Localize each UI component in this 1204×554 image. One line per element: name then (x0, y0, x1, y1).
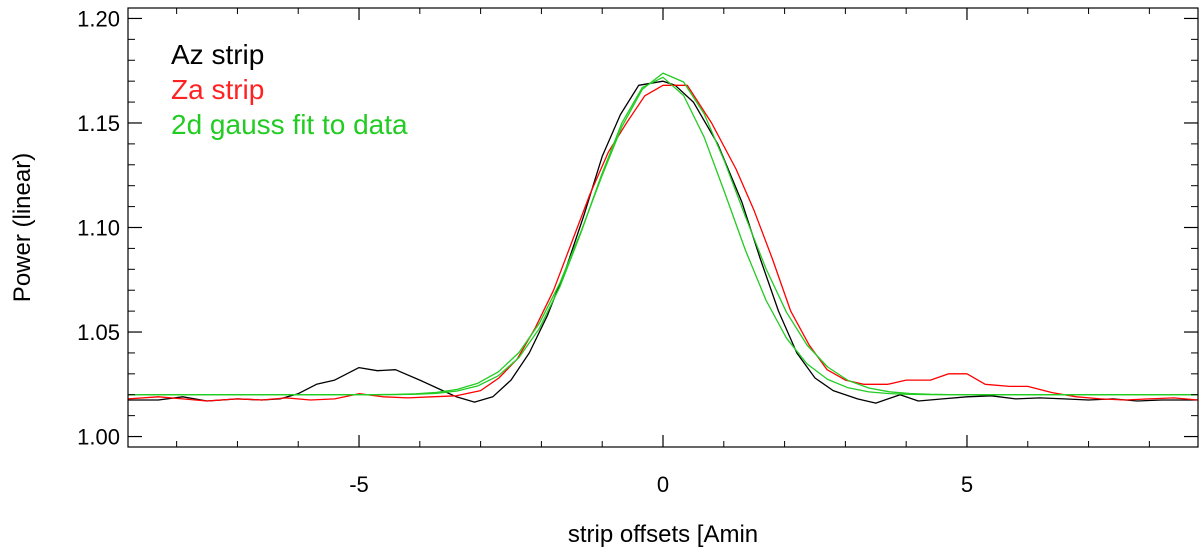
legend-item-za-strip: Za strip (171, 74, 264, 105)
y-tick-label: 1.00 (77, 425, 120, 450)
ticks-layer: -5 0 5 1.00 1.05 1.10 1.15 1.20 (77, 6, 1198, 497)
legend: Az strip Za strip 2d gauss fit to data (171, 39, 408, 140)
legend-item-gauss-fit: 2d gauss fit to data (171, 109, 408, 140)
x-tick-label: 5 (961, 472, 973, 497)
legend-item-az-strip: Az strip (171, 39, 264, 70)
y-tick-label: 1.15 (77, 111, 120, 136)
x-tick-label: 0 (657, 472, 669, 497)
y-tick-label: 1.10 (77, 216, 120, 241)
series-line-2d-gauss-fit-to-data-1 (128, 72, 1198, 396)
series-layer (127, 72, 1199, 404)
x-axis-title: strip offsets [Amin (568, 521, 758, 548)
x-tick-label: -5 (349, 472, 369, 497)
y-tick-label: 1.05 (77, 320, 120, 345)
y-tick-label: 1.20 (77, 6, 120, 31)
series-line-za-strip (127, 84, 1199, 402)
series-line-az-strip (128, 80, 1198, 404)
y-axis-title: Power (linear) (9, 153, 36, 302)
